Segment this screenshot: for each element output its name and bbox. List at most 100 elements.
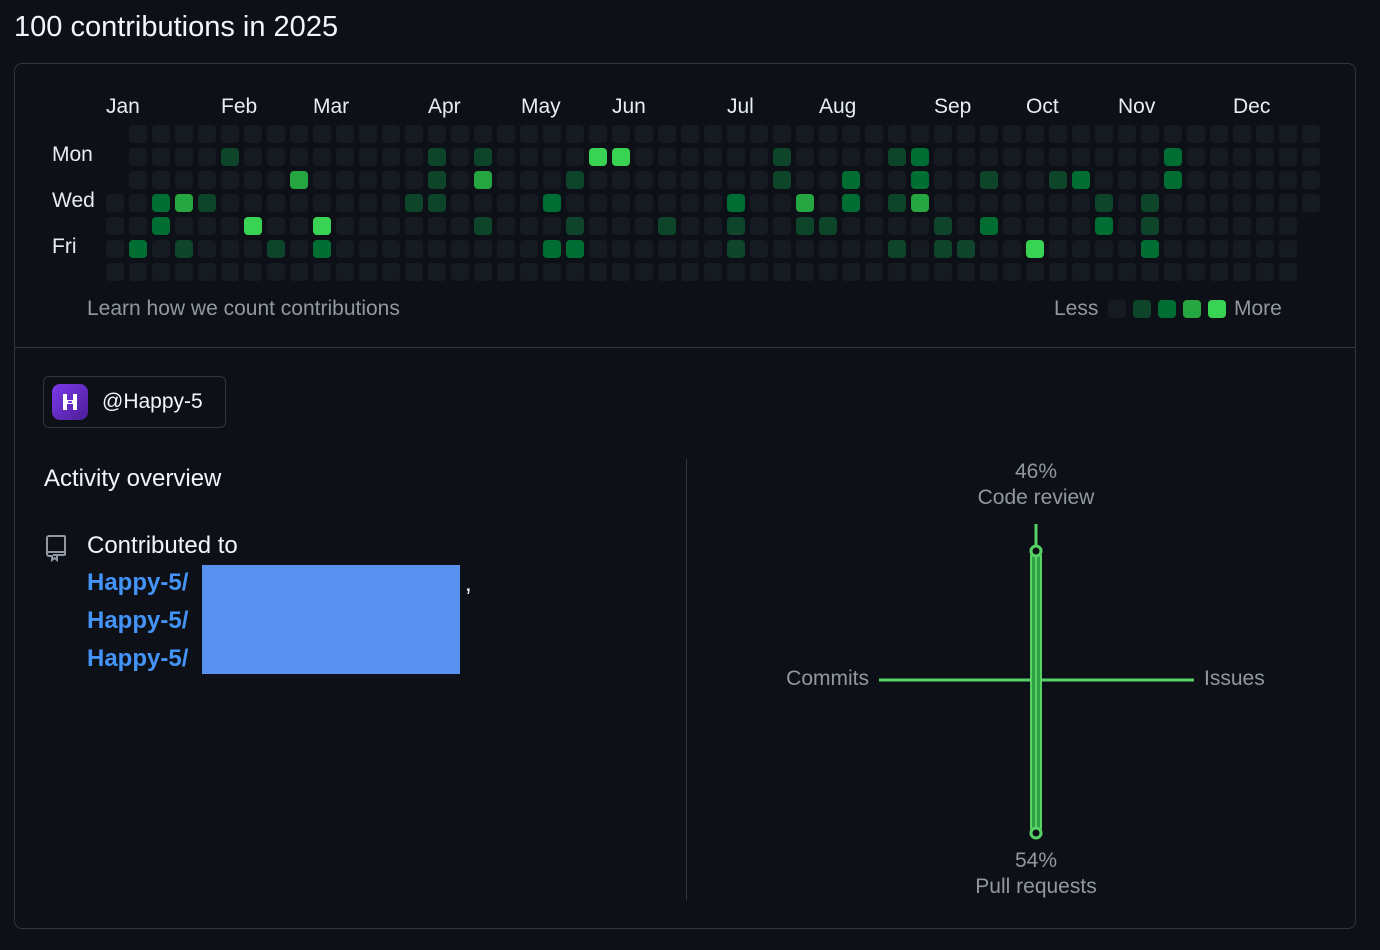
contribution-day[interactable] [1187, 171, 1205, 189]
contribution-day[interactable] [1072, 148, 1090, 166]
contribution-day[interactable] [267, 217, 285, 235]
contribution-day[interactable] [1164, 171, 1182, 189]
contribution-day[interactable] [1164, 263, 1182, 281]
contribution-day[interactable] [980, 148, 998, 166]
contribution-day[interactable] [658, 240, 676, 258]
contribution-day[interactable] [221, 194, 239, 212]
contribution-day[interactable] [1026, 194, 1044, 212]
contribution-day[interactable] [1256, 148, 1274, 166]
contribution-day[interactable] [888, 194, 906, 212]
contribution-day[interactable] [704, 194, 722, 212]
contribution-day[interactable] [589, 263, 607, 281]
contribution-day[interactable] [566, 148, 584, 166]
contribution-day[interactable] [796, 148, 814, 166]
contribution-day[interactable] [1279, 194, 1297, 212]
contribution-day[interactable] [290, 125, 308, 143]
contribution-day[interactable] [750, 263, 768, 281]
contribution-day[interactable] [658, 148, 676, 166]
contribution-day[interactable] [842, 171, 860, 189]
contribution-day[interactable] [198, 240, 216, 258]
contribution-day[interactable] [1233, 240, 1251, 258]
contribution-day[interactable] [1003, 171, 1021, 189]
contribution-day[interactable] [865, 148, 883, 166]
contribution-day[interactable] [359, 240, 377, 258]
contribution-day[interactable] [1164, 194, 1182, 212]
contribution-day[interactable] [1118, 125, 1136, 143]
contribution-day[interactable] [773, 240, 791, 258]
contribution-day[interactable] [727, 217, 745, 235]
contribution-day[interactable] [244, 240, 262, 258]
contribution-day[interactable] [221, 217, 239, 235]
contribution-day[interactable] [1256, 263, 1274, 281]
contribution-day[interactable] [267, 194, 285, 212]
contribution-day[interactable] [405, 194, 423, 212]
contribution-day[interactable] [313, 171, 331, 189]
contribution-day[interactable] [474, 148, 492, 166]
contribution-day[interactable] [405, 125, 423, 143]
contribution-day[interactable] [980, 263, 998, 281]
contribution-day[interactable] [359, 263, 377, 281]
contribution-day[interactable] [819, 171, 837, 189]
contribution-day[interactable] [1072, 263, 1090, 281]
contribution-day[interactable] [106, 217, 124, 235]
contribution-day[interactable] [175, 217, 193, 235]
contribution-day[interactable] [543, 171, 561, 189]
contribution-day[interactable] [382, 263, 400, 281]
contribution-day[interactable] [152, 263, 170, 281]
contribution-day[interactable] [566, 263, 584, 281]
contribution-day[interactable] [451, 148, 469, 166]
contribution-day[interactable] [1095, 194, 1113, 212]
contribution-day[interactable] [566, 217, 584, 235]
contribution-day[interactable] [221, 148, 239, 166]
contribution-day[interactable] [129, 171, 147, 189]
contribution-day[interactable] [750, 217, 768, 235]
contribution-day[interactable] [198, 194, 216, 212]
contribution-day[interactable] [382, 171, 400, 189]
contribution-day[interactable] [520, 217, 538, 235]
contribution-day[interactable] [934, 240, 952, 258]
contribution-day[interactable] [1302, 194, 1320, 212]
contribution-day[interactable] [1233, 125, 1251, 143]
contribution-day[interactable] [934, 194, 952, 212]
contribution-day[interactable] [1049, 125, 1067, 143]
contribution-day[interactable] [290, 171, 308, 189]
contribution-day[interactable] [1141, 194, 1159, 212]
contribution-day[interactable] [750, 171, 768, 189]
contribution-day[interactable] [635, 240, 653, 258]
contribution-day[interactable] [681, 171, 699, 189]
contribution-day[interactable] [980, 217, 998, 235]
contribution-day[interactable] [589, 240, 607, 258]
contribution-day[interactable] [1003, 263, 1021, 281]
contribution-day[interactable] [796, 125, 814, 143]
contribution-day[interactable] [244, 217, 262, 235]
contribution-day[interactable] [336, 148, 354, 166]
contribution-day[interactable] [1026, 263, 1044, 281]
contribution-day[interactable] [773, 125, 791, 143]
contribution-day[interactable] [1118, 148, 1136, 166]
contribution-day[interactable] [865, 171, 883, 189]
contribution-day[interactable] [727, 148, 745, 166]
contribution-day[interactable] [566, 125, 584, 143]
repo-link[interactable]: Happy-5/ [87, 645, 189, 672]
contribution-day[interactable] [497, 240, 515, 258]
contribution-day[interactable] [520, 194, 538, 212]
contribution-day[interactable] [1187, 240, 1205, 258]
contribution-day[interactable] [382, 148, 400, 166]
contribution-day[interactable] [497, 194, 515, 212]
contribution-day[interactable] [635, 125, 653, 143]
contribution-day[interactable] [1302, 148, 1320, 166]
contribution-day[interactable] [428, 217, 446, 235]
contribution-day[interactable] [1187, 125, 1205, 143]
contribution-day[interactable] [382, 194, 400, 212]
contribution-day[interactable] [451, 194, 469, 212]
contribution-day[interactable] [336, 171, 354, 189]
contribution-day[interactable] [474, 194, 492, 212]
user-filter-chip[interactable]: @Happy-5 [43, 376, 226, 428]
contribution-day[interactable] [106, 240, 124, 258]
contribution-day[interactable] [106, 194, 124, 212]
contribution-day[interactable] [704, 217, 722, 235]
contribution-day[interactable] [819, 148, 837, 166]
contribution-day[interactable] [497, 263, 515, 281]
contribution-day[interactable] [1095, 217, 1113, 235]
contribution-day[interactable] [1118, 240, 1136, 258]
